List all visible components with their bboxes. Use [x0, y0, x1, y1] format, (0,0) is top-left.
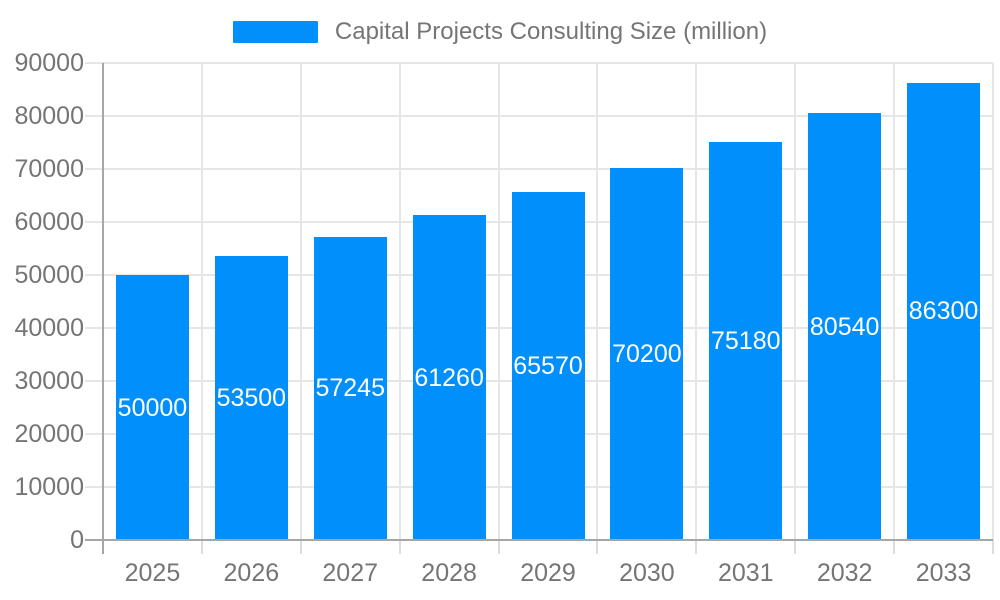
x-axis-tick	[200, 540, 203, 554]
bar-value-label: 70200	[612, 339, 682, 368]
bar-value-label: 75180	[711, 326, 781, 355]
x-gridline	[794, 63, 797, 540]
bar-value-label: 53500	[216, 384, 287, 413]
x-axis-tick	[695, 540, 698, 554]
y-axis-line	[102, 63, 104, 554]
bar-value-label: 61260	[414, 363, 484, 392]
bar[interactable]	[511, 192, 585, 540]
bar[interactable]	[808, 113, 882, 540]
legend-item[interactable]: Capital Projects Consulting Size (millio…	[0, 18, 1000, 46]
bar[interactable]	[907, 82, 981, 540]
bar-value-label: 50000	[117, 393, 188, 422]
y-gridline	[85, 62, 993, 64]
x-axis-baseline	[85, 539, 993, 541]
x-gridline	[497, 63, 500, 540]
x-axis-tick-label: 2029	[520, 559, 576, 587]
x-gridline	[299, 63, 302, 540]
y-axis-tick-label: 60000	[14, 208, 84, 236]
x-gridline	[200, 63, 203, 540]
x-axis-tick	[596, 540, 599, 554]
y-gridline	[85, 115, 993, 117]
y-axis-tick-label: 30000	[14, 367, 84, 395]
y-axis-tick-label: 80000	[14, 102, 84, 130]
x-axis-tick-label: 2026	[223, 559, 280, 587]
x-gridline	[695, 63, 698, 540]
y-axis-tick-label: 40000	[14, 314, 84, 342]
bar-value-label: 57245	[315, 374, 385, 403]
x-axis-tick-label: 2028	[421, 559, 477, 587]
x-axis-tick-label: 2030	[619, 559, 675, 587]
y-axis-tick-label: 20000	[14, 420, 84, 448]
x-axis-tick	[794, 540, 797, 554]
y-axis-tick-label: 90000	[14, 49, 84, 77]
y-axis-tick-label: 50000	[14, 261, 84, 289]
x-axis-tick-label: 2032	[816, 559, 873, 587]
x-axis-tick	[299, 540, 302, 554]
x-axis-tick	[992, 540, 994, 554]
y-axis-tick-label: 10000	[14, 473, 84, 501]
x-axis-tick-label: 2025	[124, 559, 181, 587]
x-axis-tick-label: 2033	[915, 559, 972, 587]
x-gridline	[992, 63, 994, 540]
x-axis-tick	[398, 540, 401, 554]
bar[interactable]	[313, 236, 387, 540]
bar[interactable]	[709, 141, 783, 540]
x-axis-tick	[497, 540, 500, 554]
bar-value-label: 80540	[809, 312, 880, 341]
x-gridline	[893, 63, 896, 540]
x-gridline	[596, 63, 599, 540]
bar-value-label: 86300	[908, 297, 979, 326]
y-axis-tick-label: 70000	[14, 155, 84, 183]
y-axis-tick-label: 0	[70, 526, 84, 554]
legend-swatch	[232, 21, 318, 43]
x-axis-tick	[893, 540, 896, 554]
bar[interactable]	[412, 215, 486, 540]
legend-label: Capital Projects Consulting Size (millio…	[334, 18, 768, 45]
x-gridline	[398, 63, 401, 540]
bar[interactable]	[610, 167, 684, 540]
bar-value-label: 65570	[513, 352, 583, 381]
bar[interactable]	[214, 256, 288, 540]
y-gridline	[85, 168, 993, 170]
x-axis-tick-label: 2031	[717, 559, 774, 587]
x-axis-tick-label: 2027	[322, 559, 379, 587]
bar[interactable]	[115, 275, 189, 540]
